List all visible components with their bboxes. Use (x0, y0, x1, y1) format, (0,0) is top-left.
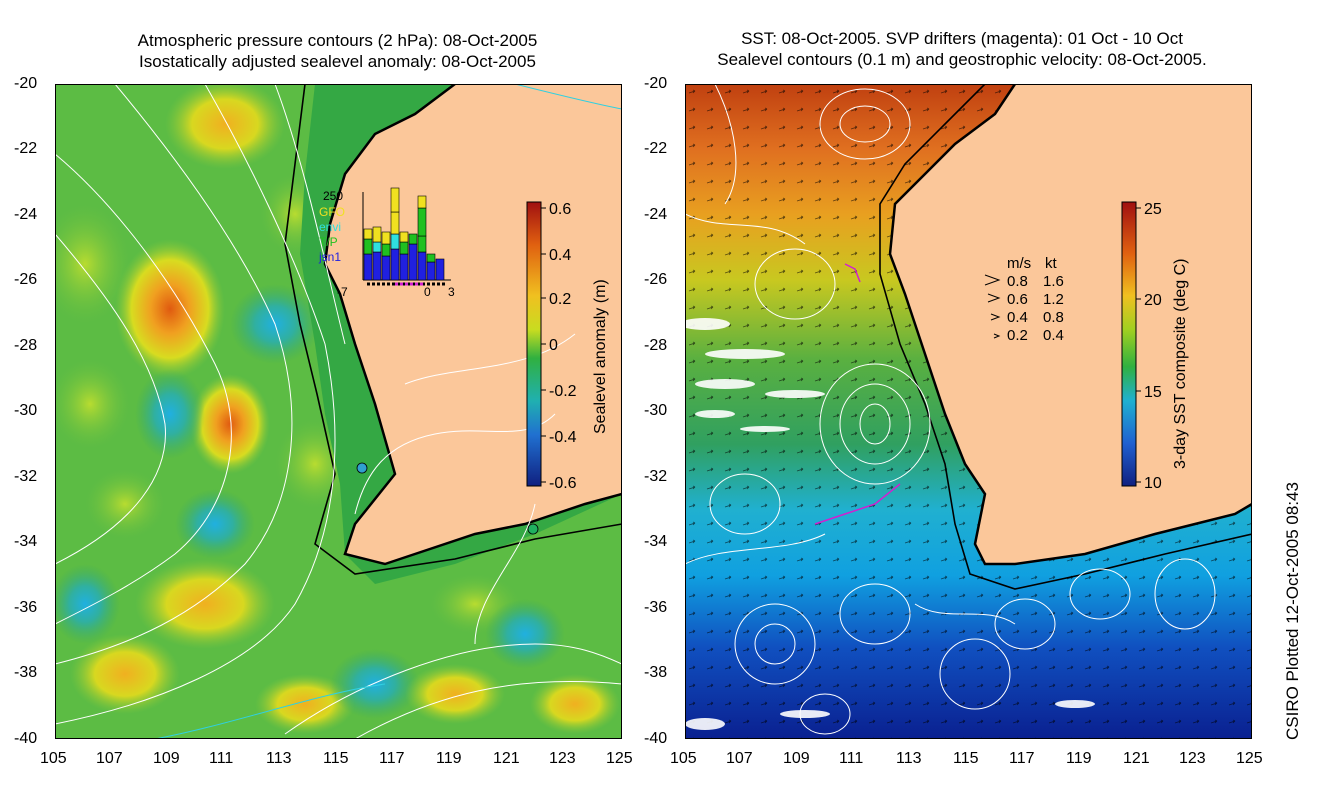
right-lon-tick: 119 (1066, 750, 1092, 767)
left-lon-tick: 111 (209, 750, 234, 767)
inset-legend-jsn1: jsn1 (318, 250, 341, 264)
left-lon-tick: 115 (323, 750, 349, 767)
left-lon-tick: 107 (96, 750, 123, 767)
right-lat-tick: -26 (644, 271, 668, 288)
velocity-key-ms-header: m/s (1007, 255, 1031, 272)
right-lon-tick: 107 (726, 750, 753, 767)
cb-left-tick-0: 0.6 (549, 201, 571, 218)
velocity-key-row3-ms: 0.2 (1007, 327, 1028, 344)
altimeter-inset: 250 GFO envi T/P jsn1 -7 0 3 (318, 187, 455, 299)
left-lat-tick: -30 (14, 402, 38, 419)
cb-left-tick-3: 0 (549, 337, 558, 354)
cb-right-label: 3-day SST composite (deg C) (1172, 259, 1189, 469)
right-lon-tick: 123 (1179, 750, 1206, 767)
left-title-line1: Atmospheric pressure contours (2 hPa): 0… (137, 31, 538, 50)
inset-x-tick-left: -7 (337, 285, 348, 299)
inset-y-tick: 250 (323, 189, 343, 203)
sealevel-colorbar: 0.6 0.4 0.2 0 -0.2 -0.4 -0.6 Sealevel an… (526, 201, 609, 492)
cb-left-tick-5: -0.4 (549, 429, 577, 446)
left-lon-tick: 119 (436, 750, 462, 767)
velocity-key-row0-kt: 1.6 (1043, 273, 1064, 290)
left-lon-tick: 117 (379, 750, 405, 767)
left-lat-tick: -40 (14, 730, 38, 747)
left-lat-tick: -36 (14, 599, 38, 616)
left-title-line2: Isostatically adjusted sealevel anomaly:… (139, 52, 536, 71)
left-title: Atmospheric pressure contours (2 hPa): 0… (55, 30, 620, 72)
left-lat-tick: -34 (14, 533, 38, 550)
cb-left-label: Sealevel anomaly (m) (592, 279, 609, 434)
left-lat-tick: -22 (14, 140, 38, 157)
sealevel-anomaly-map: 250 GFO envi T/P jsn1 -7 0 3 (55, 84, 622, 739)
right-title-line2: Sealevel contours (0.1 m) and geostrophi… (717, 50, 1207, 69)
sst-map: m/s kt 0.8 1.6 0.6 1.2 0.4 0.8 0.2 0.4 2… (685, 84, 1252, 739)
left-lat-tick: -28 (14, 337, 38, 354)
velocity-key-row0-ms: 0.8 (1007, 273, 1028, 290)
cb-left-tick-1: 0.4 (549, 247, 571, 264)
right-lat-tick: -22 (644, 140, 668, 157)
left-lat-tick: -26 (14, 271, 38, 288)
right-lon-tick: 121 (1123, 750, 1150, 767)
velocity-key-row1-ms: 0.6 (1007, 291, 1028, 308)
cb-right-tick-2: 15 (1144, 384, 1162, 401)
right-lon-tick: 111 (839, 750, 864, 767)
left-lon-tick: 125 (606, 750, 633, 767)
right-lon-tick: 115 (953, 750, 979, 767)
cb-left-tick-6: -0.6 (549, 475, 577, 492)
right-lat-tick: -34 (644, 533, 668, 550)
left-lat-tick: -20 (14, 75, 38, 92)
left-lon-tick: 121 (493, 750, 520, 767)
right-lon-tick: 117 (1009, 750, 1035, 767)
right-lat-tick: -38 (644, 664, 668, 681)
right-lon-tick: 113 (896, 750, 922, 767)
inset-legend-tp: T/P (319, 235, 338, 249)
right-lat-tick: -36 (644, 599, 668, 616)
inset-x-tick-right: 3 (448, 285, 455, 299)
plot-credit: CSIRO Plotted 12-Oct-2005 08:43 (1283, 482, 1302, 740)
left-lon-tick: 123 (549, 750, 576, 767)
left-lon-tick: 113 (266, 750, 292, 767)
velocity-key-row2-kt: 0.8 (1043, 309, 1064, 326)
right-lon-tick: 105 (670, 750, 697, 767)
left-lat-tick: -38 (14, 664, 38, 681)
left-lon-tick: 105 (40, 750, 67, 767)
cb-right-tick-3: 10 (1144, 475, 1162, 492)
right-lon-tick: 109 (783, 750, 810, 767)
velocity-key-row3-kt: 0.4 (1043, 327, 1064, 344)
cb-right-tick-1: 20 (1144, 292, 1162, 309)
velocity-key-row2-ms: 0.4 (1007, 309, 1028, 326)
right-lat-tick: -24 (644, 206, 668, 223)
cb-right-tick-0: 25 (1144, 201, 1162, 218)
sst-colorbar: 25 20 15 10 3-day SST composite (deg C) (1121, 201, 1189, 492)
left-lon-tick: 109 (153, 750, 180, 767)
velocity-key-kt-header: kt (1045, 255, 1058, 272)
right-lat-tick: -28 (644, 337, 668, 354)
velocity-key: m/s kt 0.8 1.6 0.6 1.2 0.4 0.8 0.2 0.4 (984, 255, 1064, 344)
right-lat-tick: -20 (644, 75, 668, 92)
australia-land (890, 84, 1252, 564)
inset-legend-gfo: GFO (319, 205, 345, 219)
cb-left-tick-4: -0.2 (549, 383, 577, 400)
left-lat-tick: -24 (14, 206, 38, 223)
right-title-line1: SST: 08-Oct-2005. SVP drifters (magenta)… (741, 29, 1183, 48)
right-lat-tick: -30 (644, 402, 668, 419)
velocity-key-row1-kt: 1.2 (1043, 291, 1064, 308)
cb-left-tick-2: 0.2 (549, 291, 571, 308)
right-title: SST: 08-Oct-2005. SVP drifters (magenta)… (672, 28, 1252, 70)
right-lat-tick: -40 (644, 730, 668, 747)
inset-x-tick-mid: 0 (424, 285, 431, 299)
right-lat-tick: -32 (644, 468, 668, 485)
left-lat-tick: -32 (14, 468, 38, 485)
inset-legend-envi: envi (319, 220, 341, 234)
right-lon-tick: 125 (1236, 750, 1263, 767)
